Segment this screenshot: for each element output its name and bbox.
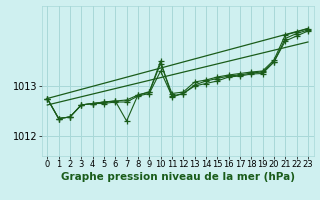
X-axis label: Graphe pression niveau de la mer (hPa): Graphe pression niveau de la mer (hPa) bbox=[60, 172, 295, 182]
